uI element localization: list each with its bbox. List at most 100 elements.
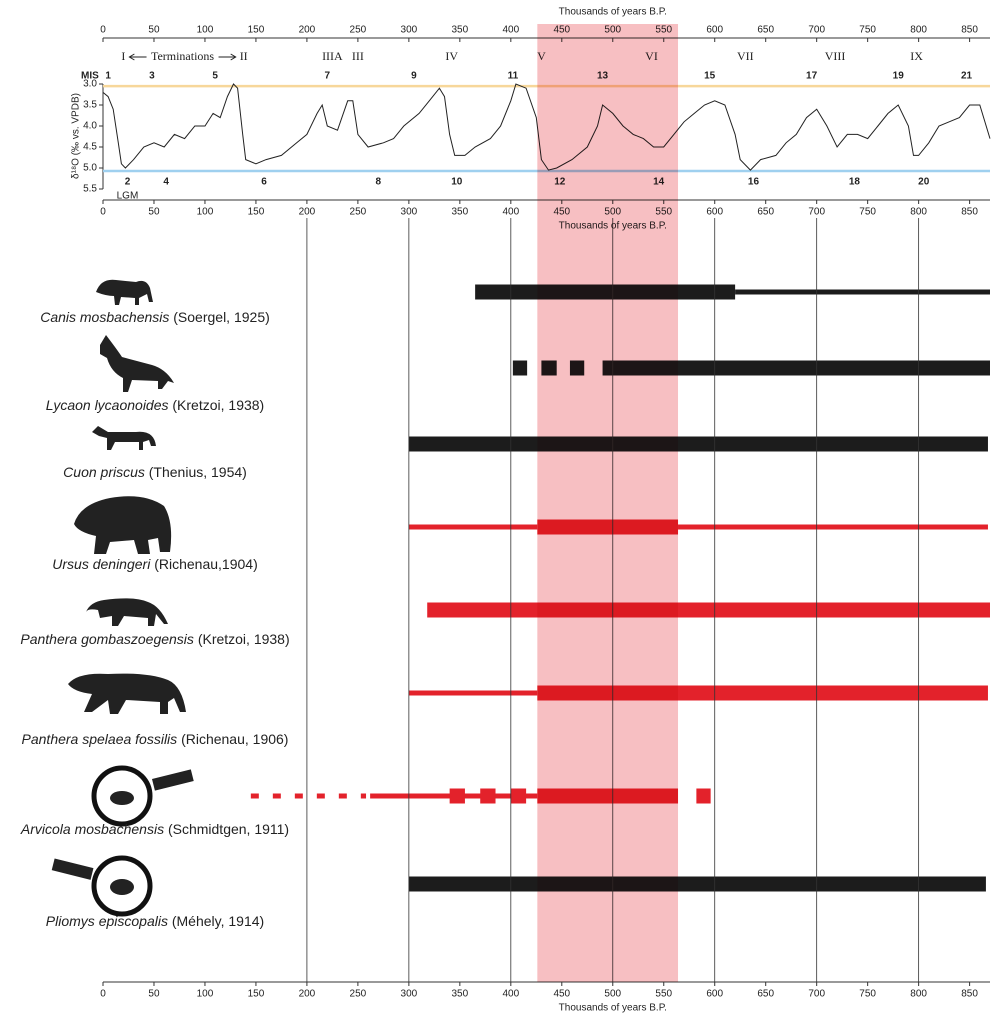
- x-tick-label: 650: [757, 989, 774, 1000]
- x-tick-label: 0: [100, 207, 106, 218]
- x-tick-label: 150: [248, 207, 265, 218]
- species-author: (Schmidtgen, 1911): [168, 821, 289, 837]
- range-bar: [449, 788, 465, 804]
- termination-label: II: [240, 49, 248, 63]
- x-tick-label: 250: [350, 207, 367, 218]
- species-author: (Kretzoi, 1938): [198, 631, 290, 647]
- range-bar: [696, 788, 711, 804]
- species-label: Panthera spelaea fossilis (Richenau, 190…: [22, 731, 289, 747]
- x-tick-label: 850: [961, 207, 978, 218]
- x-axis-title: Thousands of years B.P.: [559, 1003, 667, 1014]
- y-tick-label: 5.5: [83, 184, 97, 195]
- species-label: Arvicola mosbachensis (Schmidtgen, 1911): [20, 821, 289, 837]
- terminations-title: Terminations: [151, 49, 214, 63]
- species-name: Arvicola mosbachensis: [20, 821, 164, 837]
- termination-label: I: [121, 49, 125, 63]
- range-bar: [427, 602, 990, 618]
- x-tick-label: 200: [299, 989, 316, 1000]
- x-tick-label: 850: [961, 25, 978, 36]
- species-name: Pliomys episcopalis: [46, 913, 168, 929]
- mis-label: 2: [125, 177, 131, 188]
- species-name: Panthera spelaea fossilis: [22, 731, 178, 747]
- species-label: Lycaon lycaonoides (Kretzoi, 1938): [46, 397, 264, 413]
- x-tick-label: 250: [350, 25, 367, 36]
- x-tick-label: 750: [859, 989, 876, 1000]
- mis-label: 17: [806, 71, 818, 82]
- mis-label: 10: [451, 177, 463, 188]
- x-tick-label: 800: [910, 989, 927, 1000]
- x-tick-label: 600: [706, 207, 723, 218]
- mis-label: 6: [261, 177, 267, 188]
- x-tick-label: 0: [100, 25, 106, 36]
- x-tick-label: 850: [961, 989, 978, 1000]
- silhouettes: [51, 279, 194, 917]
- x-tick-label: 700: [808, 989, 825, 1000]
- termination-label: III: [352, 49, 364, 63]
- y-tick-label: 3.5: [83, 100, 97, 111]
- x-tick-label: 350: [451, 989, 468, 1000]
- silhouette: [110, 879, 134, 895]
- mis-title: MIS: [81, 71, 99, 82]
- x-tick-label: 350: [451, 25, 468, 36]
- mis-label: 9: [411, 71, 417, 82]
- species-name: Lycaon lycaonoides: [46, 397, 169, 413]
- silhouette: [110, 791, 134, 805]
- mis-label: 20: [918, 177, 930, 188]
- x-tick-label: 100: [197, 207, 214, 218]
- mis-label: 4: [163, 177, 169, 188]
- range-bar: [408, 436, 988, 452]
- range-bar: [602, 360, 990, 376]
- x-tick-label: 400: [502, 989, 519, 1000]
- x-tick-label: 550: [655, 989, 672, 1000]
- y-tick-label: 4.5: [83, 142, 97, 153]
- x-tick-label: 150: [248, 989, 265, 1000]
- x-tick-label: 500: [604, 989, 621, 1000]
- mis-label: 11: [508, 71, 519, 82]
- termination-label: VIII: [825, 49, 846, 63]
- mis-label: 16: [748, 177, 760, 188]
- highlight-band: [537, 24, 679, 982]
- x-tick-label: 750: [859, 207, 876, 218]
- mis-label: 19: [893, 71, 905, 82]
- x-axis-title: Thousands of years B.P.: [559, 7, 667, 18]
- species-name: Cuon priscus: [63, 464, 145, 480]
- range-bar: [510, 788, 527, 804]
- species-author: (Thenius, 1954): [149, 464, 247, 480]
- y-tick-label: 3.0: [83, 79, 97, 90]
- species-author: (Kretzoi, 1938): [172, 397, 264, 413]
- range-bar: [512, 360, 528, 376]
- species-name: Canis mosbachensis: [40, 309, 169, 325]
- species-author: (Méhely, 1914): [172, 913, 264, 929]
- magnifier: [91, 765, 153, 827]
- termination-label: IIIA: [322, 49, 343, 63]
- x-tick-label: 450: [553, 989, 570, 1000]
- range-bar: [735, 289, 990, 295]
- x-tick-label: 200: [299, 25, 316, 36]
- species-name: Ursus deningeri: [52, 556, 151, 572]
- magnifier-handle: [152, 769, 194, 791]
- x-tick-label: 650: [757, 207, 774, 218]
- species-label: Cuon priscus (Thenius, 1954): [63, 464, 247, 480]
- x-tick-label: 800: [910, 207, 927, 218]
- x-tick-label: 0: [100, 989, 106, 1000]
- x-tick-label: 600: [706, 25, 723, 36]
- x-tick-label: 400: [502, 25, 519, 36]
- range-bar: [678, 524, 988, 530]
- silhouette: [68, 673, 186, 714]
- x-tick-label: 700: [808, 25, 825, 36]
- x-tick-label: 650: [757, 25, 774, 36]
- mis-label: 5: [212, 71, 218, 82]
- species-label: Ursus deningeri (Richenau,1904): [52, 556, 257, 572]
- mis-label: 3: [149, 71, 155, 82]
- silhouette: [96, 279, 153, 305]
- x-tick-label: 50: [148, 207, 160, 218]
- x-tick-label: 350: [451, 207, 468, 218]
- x-tick-label: 700: [808, 207, 825, 218]
- arrow: [128, 53, 237, 61]
- range-bar: [408, 690, 538, 696]
- species-author: (Soergel, 1925): [173, 309, 270, 325]
- species-author: (Richenau,1904): [154, 556, 258, 572]
- silhouette: [86, 598, 168, 626]
